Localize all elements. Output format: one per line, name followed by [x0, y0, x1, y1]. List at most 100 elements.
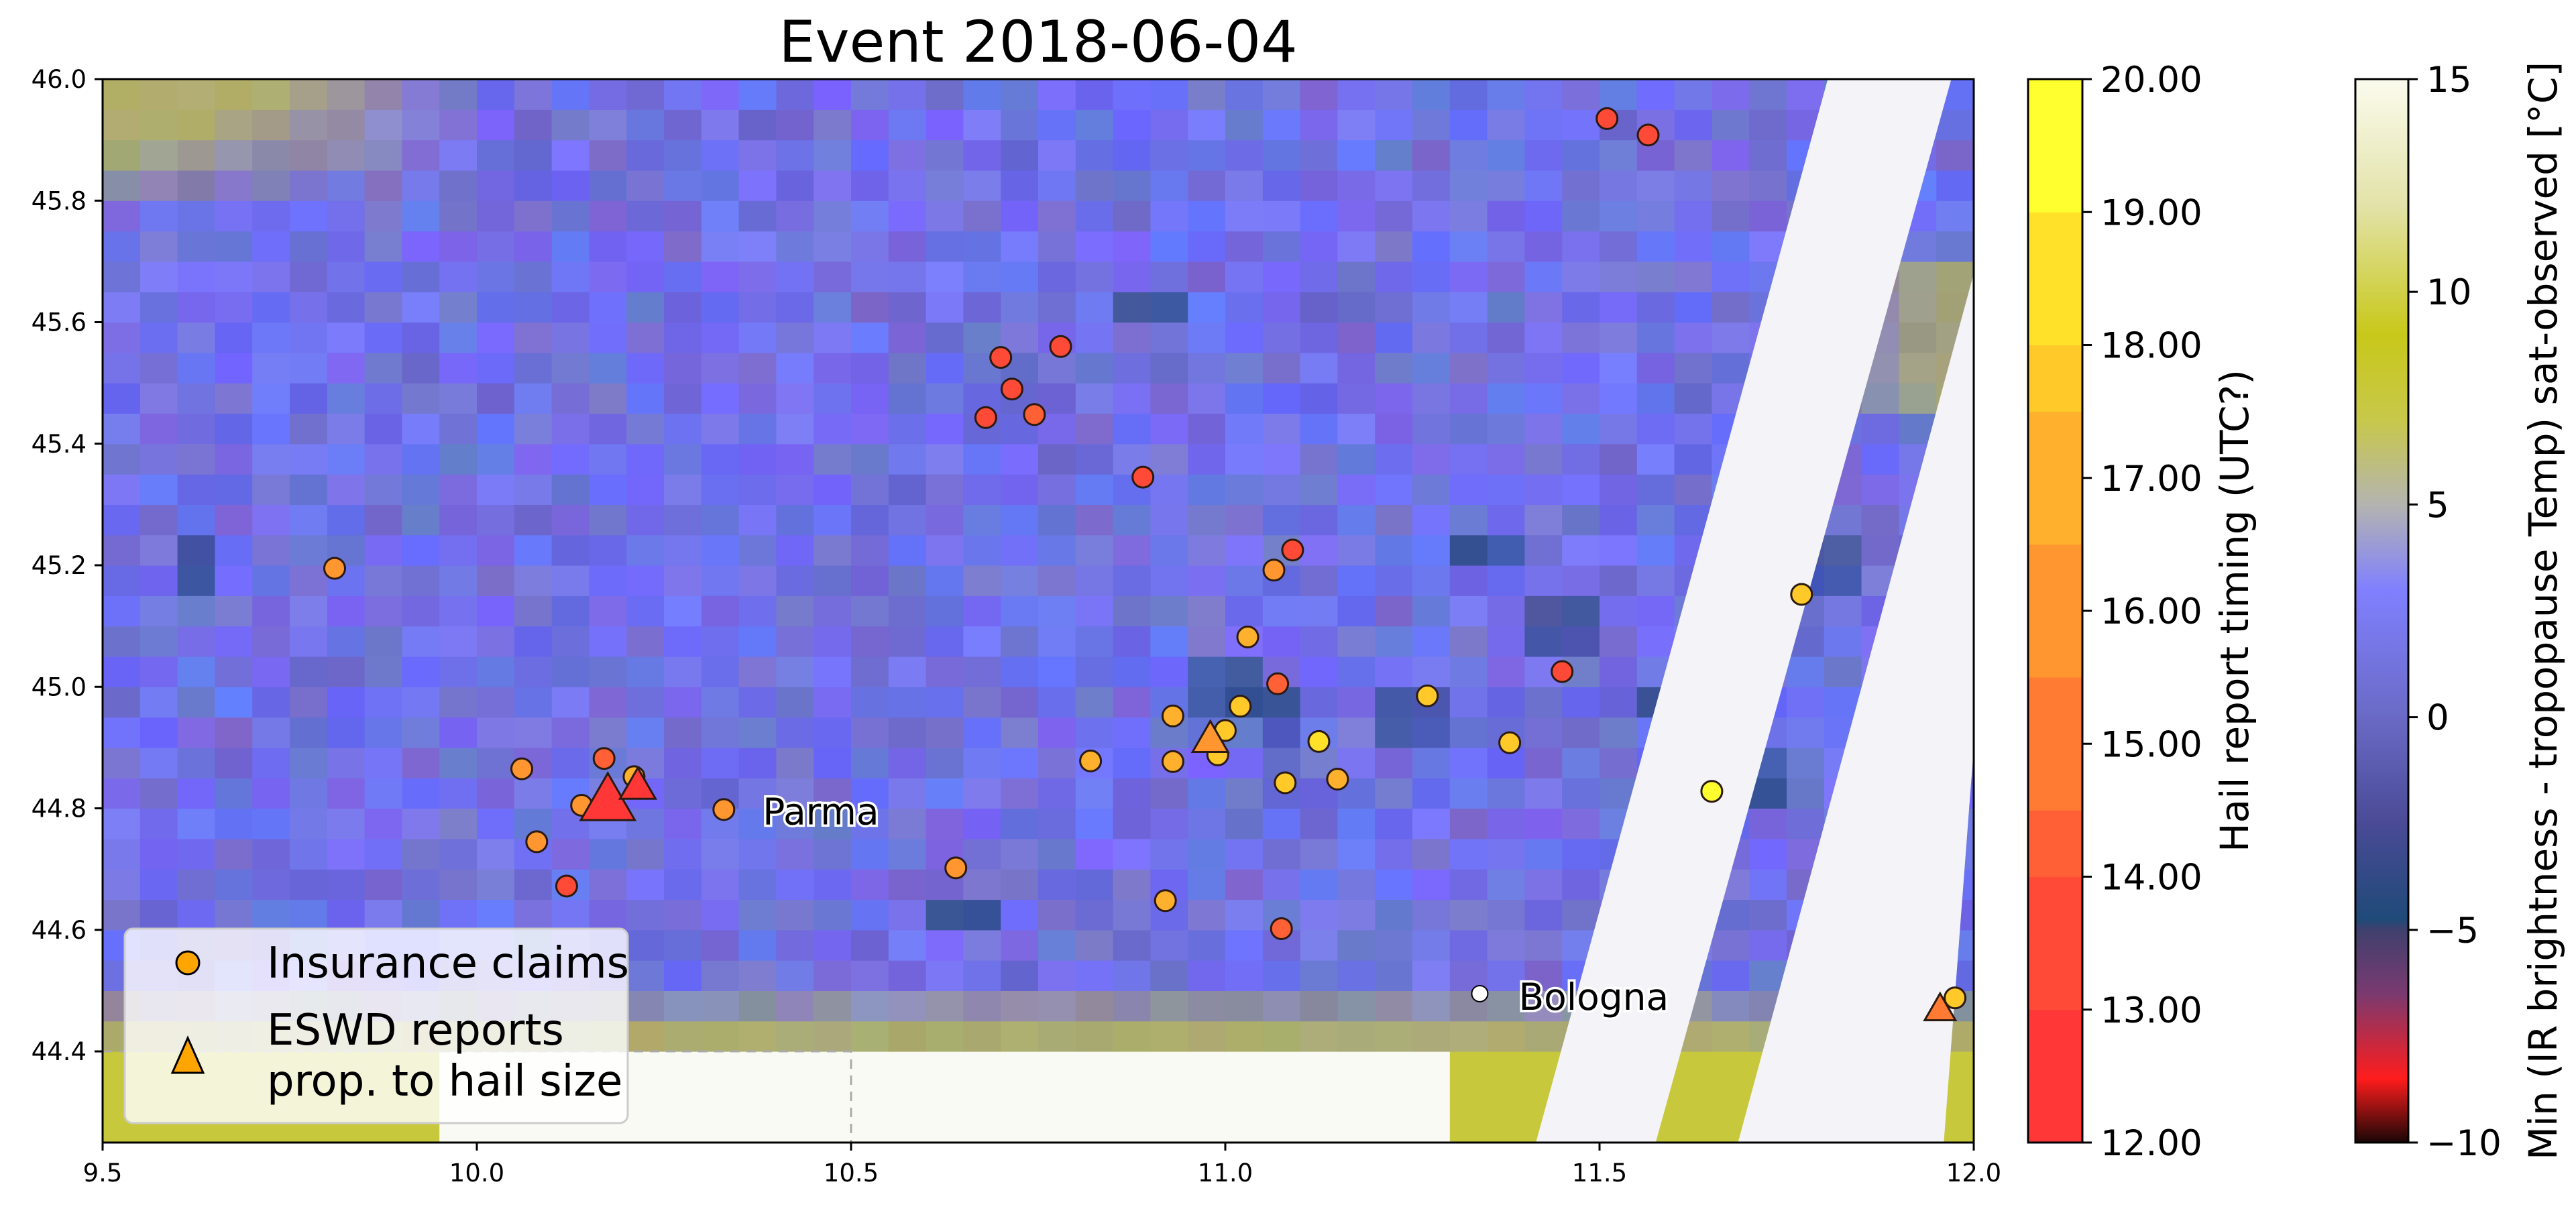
heatmap-cell: [252, 139, 290, 171]
heatmap-cell: [1562, 747, 1600, 778]
heatmap-cell: [776, 231, 814, 262]
heatmap-cell: [1113, 899, 1151, 931]
heatmap-cell: [1113, 383, 1151, 414]
heatmap-cell: [664, 109, 702, 141]
heatmap-cell: [776, 990, 814, 1022]
heatmap-cell: [1674, 1112, 1712, 1143]
heatmap-cell: [1188, 595, 1226, 627]
heatmap-cell: [1225, 1051, 1264, 1082]
heatmap-cell: [1524, 322, 1563, 353]
heatmap-cell: [1487, 261, 1525, 292]
heatmap-cell: [1001, 1021, 1039, 1052]
heatmap-cell: [1075, 261, 1114, 292]
heatmap-cell: [1075, 231, 1114, 262]
heatmap-cell: [1188, 413, 1226, 445]
heatmap-cell: [963, 443, 1001, 475]
heatmap-cell: [439, 534, 478, 566]
heatmap-cell: [1001, 869, 1039, 900]
heatmap-cell: [1188, 899, 1226, 931]
heatmap-cell: [477, 808, 515, 839]
claim-point: [1790, 583, 1813, 606]
heatmap-cell: [327, 352, 366, 384]
heatmap-cell: [439, 79, 478, 110]
heatmap-cell: [1150, 929, 1188, 961]
heatmap-cell: [776, 200, 814, 232]
heatmap-cell: [626, 899, 665, 931]
heatmap-cell: [1412, 565, 1451, 596]
heatmap-cell: [1337, 960, 1376, 991]
heatmap-cell: [215, 595, 253, 627]
heatmap-cell: [1524, 565, 1563, 596]
heatmap-cell: [1487, 687, 1525, 718]
heatmap-cell: [439, 717, 478, 748]
heatmap-cell: [1262, 1051, 1301, 1082]
heatmap-cell: [1150, 170, 1188, 201]
heatmap-cell: [1337, 109, 1376, 141]
heatmap-cell: [1712, 109, 1750, 141]
heatmap-cell: [1449, 1021, 1488, 1052]
heatmap-cell: [103, 413, 141, 445]
heatmap-cell: [327, 474, 366, 505]
heatmap-cell: [1562, 899, 1600, 931]
heatmap-cell: [1225, 929, 1264, 961]
heatmap-cell: [1375, 838, 1413, 870]
heatmap-cell: [1300, 322, 1338, 353]
heatmap-cell: [701, 534, 740, 566]
heatmap-cell: [1524, 747, 1563, 778]
heatmap-cell: [1075, 656, 1114, 687]
heatmap-cell: [1337, 838, 1376, 870]
claim-point: [1274, 771, 1297, 795]
heatmap-cell: [888, 747, 927, 778]
heatmap-cell: [1562, 292, 1600, 323]
heatmap-cell: [1337, 79, 1376, 110]
heatmap-cell: [1075, 139, 1114, 171]
heatmap-cell: [888, 899, 927, 931]
heatmap-cell: [1375, 899, 1413, 931]
heatmap-cell: [701, 352, 740, 384]
heatmap-cell: [402, 474, 440, 505]
heatmap-cell: [589, 231, 627, 262]
heatmap-cell: [664, 747, 702, 778]
heatmap-cell: [701, 109, 740, 141]
heatmap-cell: [776, 383, 814, 414]
heatmap-cell: [1300, 869, 1338, 900]
heatmap-cell: [1487, 383, 1525, 414]
heatmap-cell: [103, 170, 141, 201]
timing-colorbar: 12.00 13.00 14.00 15.00 16.00 17.00 18.00 19.00…: [2027, 60, 2257, 1164]
heatmap-cell: [1075, 322, 1114, 353]
heatmap-cell: [1787, 717, 1825, 748]
heatmap-cell: [1300, 1021, 1338, 1052]
heatmap-cell: [1225, 565, 1264, 596]
heatmap-cell: [1188, 626, 1226, 657]
heatmap-cell: [738, 139, 777, 171]
heatmap-cell: [1749, 808, 1787, 839]
heatmap-cell: [664, 79, 702, 110]
heatmap-cell: [1449, 808, 1488, 839]
heatmap-cell: [851, 292, 889, 323]
heatmap-cell: [1225, 292, 1264, 323]
heatmap-cell: [1712, 960, 1750, 991]
heatmap-cell: [1375, 504, 1413, 536]
claim-point: [1270, 917, 1293, 940]
heatmap-cell: [1300, 413, 1338, 445]
heatmap-cell: [215, 443, 253, 475]
heatmap-cell: [664, 656, 702, 687]
heatmap-cell: [1113, 929, 1151, 961]
heatmap-cell: [888, 383, 927, 414]
heatmap-cell: [215, 687, 253, 718]
heatmap-cell: [439, 443, 478, 475]
heatmap-cell: [551, 504, 590, 536]
heatmap-cell: [1600, 322, 1638, 353]
heatmap-cell: [252, 687, 290, 718]
heatmap-cell: [1487, 292, 1525, 323]
heatmap-cell: [1487, 1112, 1525, 1143]
heatmap-cell: [477, 231, 515, 262]
heatmap-cell: [963, 231, 1001, 262]
heatmap-cell: [926, 292, 964, 323]
heatmap-cell: [1375, 808, 1413, 839]
heatmap-cell: [252, 899, 290, 931]
heatmap-cell: [589, 443, 627, 475]
heatmap-cell: [1487, 656, 1525, 687]
heatmap-cell: [888, 656, 927, 687]
heatmap-cell: [402, 443, 440, 475]
